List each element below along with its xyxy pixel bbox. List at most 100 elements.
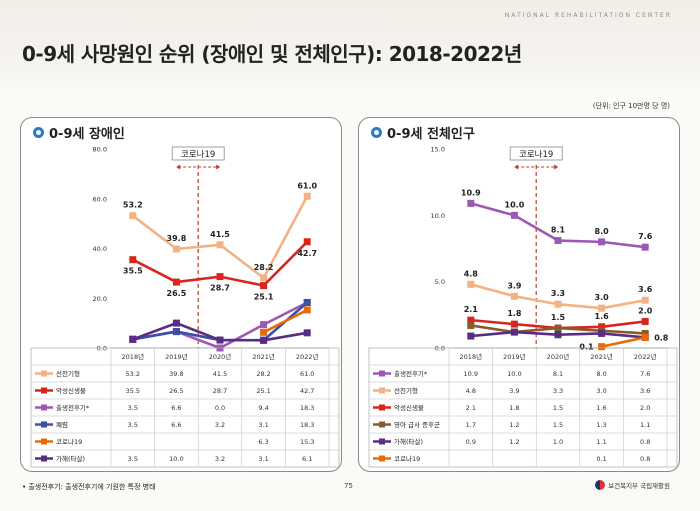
data-point (467, 332, 475, 340)
y-tick-label: 20.0 (93, 295, 107, 303)
table-cell: 0.1 (596, 455, 606, 463)
data-label: 10.0 (505, 200, 525, 209)
bullet-circle-icon (33, 127, 44, 138)
data-label: 3.9 (507, 281, 522, 290)
data-label: 1.8 (507, 309, 522, 318)
data-point (172, 245, 180, 253)
table-cell: 10.9 (464, 370, 478, 378)
data-point (303, 306, 311, 314)
table-cell: 18.3 (300, 404, 314, 412)
table-cell: 2.1 (466, 404, 476, 412)
table-cell: 8.1 (553, 370, 563, 378)
data-point (554, 300, 562, 308)
table-cell: 0.8 (640, 438, 650, 446)
data-point (260, 321, 268, 329)
y-tick-label: 60.0 (93, 195, 107, 203)
data-label: 3.0 (595, 293, 610, 302)
data-point (303, 238, 311, 246)
org-name: NATIONAL REHABILITATION CENTER (504, 12, 672, 19)
table-cell: 1.0 (553, 438, 563, 446)
data-point (598, 343, 606, 351)
table-cell: 2.0 (640, 404, 650, 412)
legend-marker (379, 404, 385, 411)
legend-marker (379, 438, 385, 445)
ministry-logo-icon (595, 480, 606, 490)
data-label: 1.5 (551, 313, 566, 322)
arrow-left-icon (176, 164, 181, 170)
table-cell: 1.6 (596, 404, 606, 412)
data-point (216, 273, 224, 281)
data-label: 3.6 (638, 285, 653, 294)
table-cell: 1.7 (466, 421, 476, 429)
x-tick-label: 2022년 (634, 352, 657, 361)
arrow-right-icon (554, 164, 559, 170)
series-line-폐렴 (132, 301, 309, 342)
table-cell: 3.2 (215, 421, 225, 429)
table-cell: 0.0 (215, 404, 225, 412)
data-point (467, 199, 475, 207)
data-point (641, 243, 649, 251)
unit-label: (단위: 인구 10만명 당 명) (592, 102, 670, 110)
data-point (467, 321, 475, 329)
bullet-circle-icon (371, 127, 382, 138)
y-tick-label: 15.0 (431, 146, 445, 154)
data-point (641, 296, 649, 304)
x-tick-label: 2019년 (503, 352, 526, 361)
data-point (554, 324, 562, 332)
table-cell: 3.5 (128, 455, 138, 463)
legend-marker (379, 370, 385, 377)
arrow-right-icon (216, 164, 221, 170)
table-cell: 42.7 (300, 387, 314, 395)
table-cell: 26.5 (169, 387, 183, 395)
y-tick-label: 0.0 (97, 345, 107, 353)
data-label: 26.5 (167, 289, 187, 298)
table-cell: 6.6 (171, 421, 181, 429)
table-cell: 3.1 (258, 421, 268, 429)
data-label: 7.6 (638, 232, 653, 241)
legend-label: 폐렴 (56, 420, 68, 429)
data-label: 41.5 (210, 230, 230, 239)
table-cell: 25.1 (256, 387, 270, 395)
covid-label-box (171, 146, 225, 161)
data-point (598, 329, 606, 337)
table-cell: 6.1 (302, 455, 312, 463)
series-line-코로나19 (263, 308, 308, 334)
table-cell: 3.0 (596, 387, 606, 395)
legend-marker (41, 421, 47, 428)
covid-label: 코로나19 (519, 150, 553, 160)
data-label: 8.1 (551, 226, 566, 235)
legend-marker (41, 438, 47, 445)
table-cell: 1.1 (640, 421, 650, 429)
data-point (641, 329, 649, 337)
data-point (641, 333, 649, 341)
data-point (260, 274, 268, 282)
data-label: 10.9 (461, 188, 481, 197)
legend-label: 선천기형 (394, 386, 418, 395)
series-line-코로나19 (601, 336, 646, 348)
table-cell: 10.0 (169, 455, 183, 463)
data-label: 28.7 (210, 284, 230, 293)
legend-marker (41, 370, 47, 377)
page-title: 0-9세 사망원인 순위 (장애인 및 전체인구): 2018-2022년 (22, 42, 522, 66)
y-tick-label: 40.0 (93, 245, 107, 253)
table-cell: 35.5 (126, 387, 140, 395)
legend-label: 출생전후기* (394, 369, 428, 378)
data-label: 2.0 (638, 306, 653, 315)
x-tick-label: 2018년 (460, 352, 483, 361)
legend-marker (41, 387, 47, 394)
table-cell: 41.5 (213, 370, 227, 378)
logo-text: 보건복지부 국립재활원 (608, 482, 670, 490)
data-label: 35.5 (123, 267, 143, 276)
data-label: 25.1 (254, 293, 274, 302)
table-cell: 3.5 (128, 421, 138, 429)
legend-label: 출생전후기* (56, 403, 90, 412)
x-tick-label: 2019년 (165, 352, 188, 361)
data-point (510, 292, 518, 300)
legend-marker (41, 455, 47, 462)
legend-label: 가해(타살) (56, 454, 85, 463)
data-label: 0.1 (579, 343, 594, 352)
chart-total: 0.0 5.0 10.0 15.0 코로나19 10.9 10.0 8.1 8.0 7.6 4.8 3… (368, 146, 678, 468)
legend-label: 선천기형 (56, 369, 80, 378)
data-label: 2.1 (464, 305, 479, 314)
table-cell: 3.9 (509, 387, 519, 395)
